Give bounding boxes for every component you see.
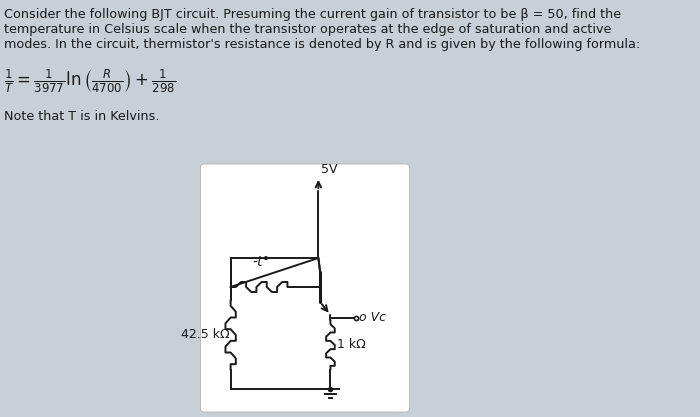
Text: 5V: 5V	[321, 163, 337, 176]
FancyBboxPatch shape	[200, 164, 410, 412]
Text: Note that T is in Kelvins.: Note that T is in Kelvins.	[4, 110, 160, 123]
Text: $\frac{1}{T} = \frac{1}{3977}\ln\left(\frac{R}{4700}\right) + \frac{1}{298}$: $\frac{1}{T} = \frac{1}{3977}\ln\left(\f…	[4, 68, 176, 95]
Text: modes. In the circuit, thermistor's resistance is denoted by R and is given by t: modes. In the circuit, thermistor's resi…	[4, 38, 641, 51]
Text: o Vc: o Vc	[359, 311, 386, 324]
Text: 42.5 kΩ: 42.5 kΩ	[181, 329, 230, 342]
Text: temperature in Celsius scale when the transistor operates at the edge of saturat: temperature in Celsius scale when the tr…	[4, 23, 612, 36]
Text: 1 kΩ: 1 kΩ	[337, 339, 366, 352]
Text: -t°: -t°	[253, 255, 270, 269]
Text: Consider the following BJT circuit. Presuming the current gain of transistor to : Consider the following BJT circuit. Pres…	[4, 8, 622, 21]
